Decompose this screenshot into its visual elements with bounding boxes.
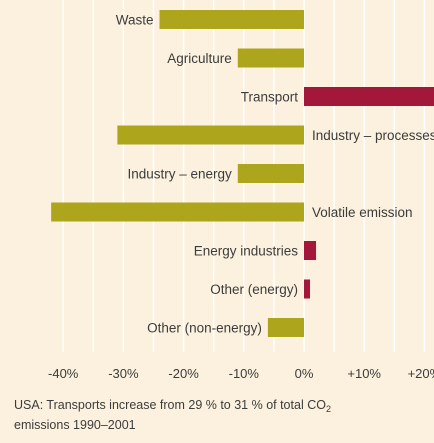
- bar-other-energy: [304, 279, 311, 299]
- caption-subscript: 2: [325, 404, 331, 414]
- chart: Waste Agriculture Transport Industry – proc…: [48, 0, 434, 381]
- x-tick-labels: -40%-30%-20%-10%0%+10%+20%+30%: [48, 366, 434, 381]
- category-label-transport: Transport: [241, 90, 299, 105]
- bar-volatile-emission: [51, 202, 304, 222]
- x-tick-label: -40%: [48, 366, 79, 381]
- category-label-agriculture: Agriculture: [167, 51, 232, 66]
- category-label-waste: Waste: [116, 13, 154, 28]
- bar-waste: [159, 10, 304, 29]
- x-tick-label: +20%: [408, 366, 434, 381]
- bar-energy-industries: [304, 241, 317, 260]
- x-tick-label: +10%: [347, 366, 381, 381]
- caption-line2: emissions 1990–2001: [14, 418, 136, 432]
- x-tick-label: -10%: [229, 366, 260, 381]
- category-label-other-non-energy: Other (non-energy): [147, 321, 262, 336]
- bar-agriculture: [237, 48, 304, 68]
- bars: [51, 10, 434, 337]
- x-tick-label: -30%: [108, 366, 139, 381]
- category-label-other-energy: Other (energy): [210, 282, 298, 297]
- x-tick-label: 0%: [295, 366, 314, 381]
- bar-transport: [304, 87, 434, 106]
- x-tick-label: -20%: [168, 366, 199, 381]
- category-label-energy-industries: Energy industries: [194, 244, 299, 259]
- caption-text: USA: Transports increase from 29 % to 31…: [14, 398, 326, 412]
- gridlines: [62, 0, 426, 352]
- category-label-industry-energy: Industry – energy: [127, 167, 232, 182]
- bar-other-non-energy: [267, 318, 304, 337]
- category-label-industry-processes: Industry – processes: [312, 128, 434, 143]
- bar-industry-energy: [237, 164, 304, 183]
- category-labels: Waste Agriculture Transport Industry – proc…: [116, 13, 434, 336]
- category-label-volatile-emission: Volatile emission: [312, 205, 413, 220]
- bar-industry-processes: [117, 125, 304, 145]
- caption: USA: Transports increase from 29 % to 31…: [14, 397, 424, 433]
